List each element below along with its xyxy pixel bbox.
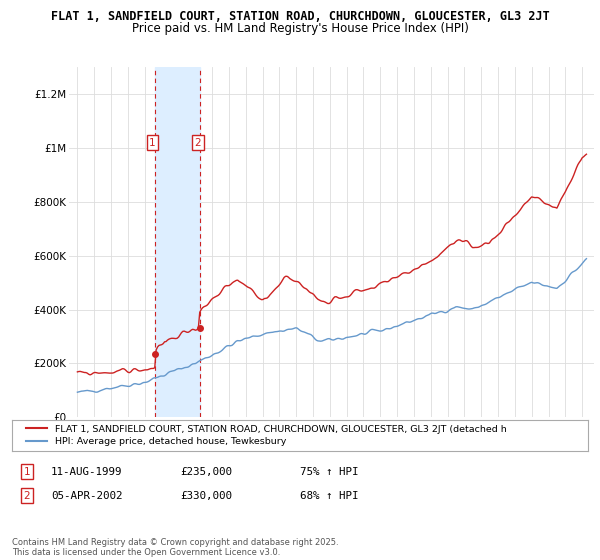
Text: 2: 2 bbox=[194, 138, 201, 148]
Legend: FLAT 1, SANDFIELD COURT, STATION ROAD, CHURCHDOWN, GLOUCESTER, GL3 2JT (detached: FLAT 1, SANDFIELD COURT, STATION ROAD, C… bbox=[22, 421, 510, 450]
Text: 1: 1 bbox=[149, 138, 156, 148]
Bar bbox=[155, 67, 200, 417]
Text: Price paid vs. HM Land Registry's House Price Index (HPI): Price paid vs. HM Land Registry's House … bbox=[131, 22, 469, 35]
Text: 68% ↑ HPI: 68% ↑ HPI bbox=[300, 491, 359, 501]
Text: £330,000: £330,000 bbox=[180, 491, 232, 501]
Text: £235,000: £235,000 bbox=[180, 466, 232, 477]
Text: 1: 1 bbox=[23, 466, 31, 477]
Text: FLAT 1, SANDFIELD COURT, STATION ROAD, CHURCHDOWN, GLOUCESTER, GL3 2JT: FLAT 1, SANDFIELD COURT, STATION ROAD, C… bbox=[50, 10, 550, 23]
Text: Contains HM Land Registry data © Crown copyright and database right 2025.
This d: Contains HM Land Registry data © Crown c… bbox=[12, 538, 338, 557]
Text: 11-AUG-1999: 11-AUG-1999 bbox=[51, 466, 122, 477]
Text: 05-APR-2002: 05-APR-2002 bbox=[51, 491, 122, 501]
Text: 75% ↑ HPI: 75% ↑ HPI bbox=[300, 466, 359, 477]
Text: 2: 2 bbox=[23, 491, 31, 501]
